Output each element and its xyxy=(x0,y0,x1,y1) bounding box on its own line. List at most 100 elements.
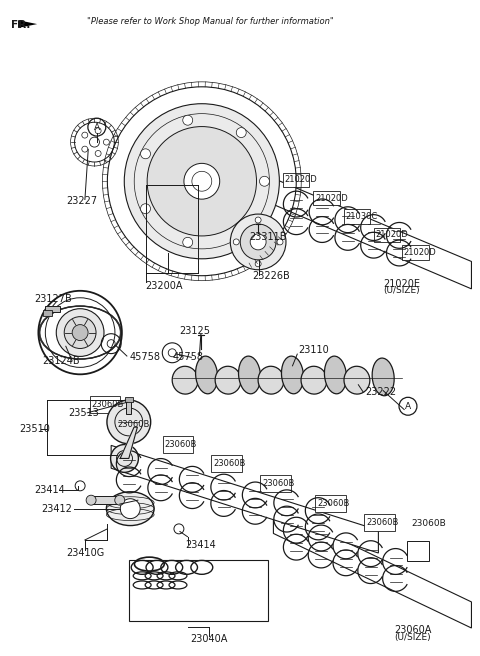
Bar xyxy=(125,397,132,401)
Text: 23227: 23227 xyxy=(66,196,97,206)
Text: 23060B: 23060B xyxy=(262,479,294,487)
Polygon shape xyxy=(274,507,471,628)
Circle shape xyxy=(255,261,261,267)
Text: 21020D: 21020D xyxy=(404,248,436,257)
Text: 23414: 23414 xyxy=(185,540,216,550)
Text: 23060B: 23060B xyxy=(165,440,197,449)
Text: 45758: 45758 xyxy=(129,352,160,362)
Ellipse shape xyxy=(344,366,370,394)
Polygon shape xyxy=(18,20,37,28)
Ellipse shape xyxy=(281,356,303,394)
Circle shape xyxy=(86,495,96,505)
Text: 21020D: 21020D xyxy=(284,175,317,184)
Bar xyxy=(313,191,340,205)
Circle shape xyxy=(95,128,101,134)
Text: 23060B: 23060B xyxy=(366,518,398,527)
Circle shape xyxy=(260,176,269,186)
Text: 21020D: 21020D xyxy=(315,194,348,203)
Text: 23060B: 23060B xyxy=(412,519,446,528)
Text: 23040A: 23040A xyxy=(190,634,228,644)
Bar xyxy=(91,497,120,504)
Ellipse shape xyxy=(239,356,261,394)
Bar xyxy=(283,173,309,187)
Polygon shape xyxy=(273,178,471,289)
Bar xyxy=(163,436,193,453)
Circle shape xyxy=(64,317,96,348)
Bar xyxy=(116,416,146,433)
Bar xyxy=(126,400,131,414)
Text: 23060B: 23060B xyxy=(317,499,350,508)
Text: 23510: 23510 xyxy=(20,424,50,434)
Bar xyxy=(45,306,60,312)
Text: 23410G: 23410G xyxy=(66,548,104,558)
Ellipse shape xyxy=(195,356,217,394)
Text: 23125: 23125 xyxy=(179,326,210,337)
Circle shape xyxy=(233,239,239,245)
Ellipse shape xyxy=(301,366,327,394)
Text: 23311B: 23311B xyxy=(250,232,287,241)
Text: 23060A: 23060A xyxy=(394,625,432,635)
Text: 23110: 23110 xyxy=(298,344,329,354)
Circle shape xyxy=(230,214,286,270)
Bar xyxy=(260,475,290,492)
Bar xyxy=(373,228,400,242)
Circle shape xyxy=(236,128,246,138)
Text: 23412: 23412 xyxy=(41,504,72,514)
Text: 23060B: 23060B xyxy=(213,459,246,468)
Ellipse shape xyxy=(258,366,284,394)
Polygon shape xyxy=(120,427,137,459)
Bar xyxy=(407,541,429,561)
Ellipse shape xyxy=(107,492,154,525)
Text: (U/SIZE): (U/SIZE) xyxy=(383,286,420,295)
Text: 23124B: 23124B xyxy=(42,356,80,365)
Circle shape xyxy=(141,204,151,214)
Circle shape xyxy=(250,234,266,250)
Text: FR.: FR. xyxy=(11,20,30,30)
Text: "Please refer to Work Shop Manual for further information": "Please refer to Work Shop Manual for fu… xyxy=(87,17,334,26)
Text: 23060B: 23060B xyxy=(92,400,124,409)
Circle shape xyxy=(184,163,220,199)
Polygon shape xyxy=(111,445,378,553)
Bar xyxy=(43,310,52,316)
Text: 23513: 23513 xyxy=(68,408,99,418)
Circle shape xyxy=(82,132,88,138)
Circle shape xyxy=(240,224,276,260)
Ellipse shape xyxy=(372,358,394,396)
Bar xyxy=(129,560,268,621)
Ellipse shape xyxy=(172,366,198,394)
Bar xyxy=(402,245,429,260)
Text: (U/SIZE): (U/SIZE) xyxy=(395,633,431,642)
Text: 23060B: 23060B xyxy=(118,420,150,429)
Circle shape xyxy=(107,400,151,444)
Text: 23222: 23222 xyxy=(365,387,396,397)
Bar xyxy=(364,514,395,531)
Circle shape xyxy=(82,146,88,152)
Text: 23414: 23414 xyxy=(34,485,65,495)
Text: 21020D: 21020D xyxy=(375,230,408,239)
Text: A: A xyxy=(405,401,411,411)
Ellipse shape xyxy=(324,356,347,394)
Text: 21020E: 21020E xyxy=(383,279,420,289)
Circle shape xyxy=(147,127,256,236)
Text: 23127B: 23127B xyxy=(34,295,72,304)
Bar xyxy=(344,209,370,224)
Circle shape xyxy=(255,217,261,223)
Circle shape xyxy=(120,499,140,519)
Circle shape xyxy=(56,309,104,356)
Circle shape xyxy=(183,237,192,247)
Circle shape xyxy=(110,445,138,472)
Circle shape xyxy=(141,149,151,159)
Circle shape xyxy=(277,239,283,245)
Circle shape xyxy=(72,325,88,340)
Circle shape xyxy=(183,115,192,125)
Circle shape xyxy=(103,139,109,145)
Circle shape xyxy=(235,226,245,236)
Ellipse shape xyxy=(215,366,241,394)
Text: 21030C: 21030C xyxy=(346,212,378,221)
Bar xyxy=(90,396,120,413)
Circle shape xyxy=(95,150,101,156)
Bar xyxy=(315,495,346,512)
Bar xyxy=(211,455,242,472)
Text: 45758: 45758 xyxy=(172,352,203,362)
Circle shape xyxy=(124,104,279,259)
